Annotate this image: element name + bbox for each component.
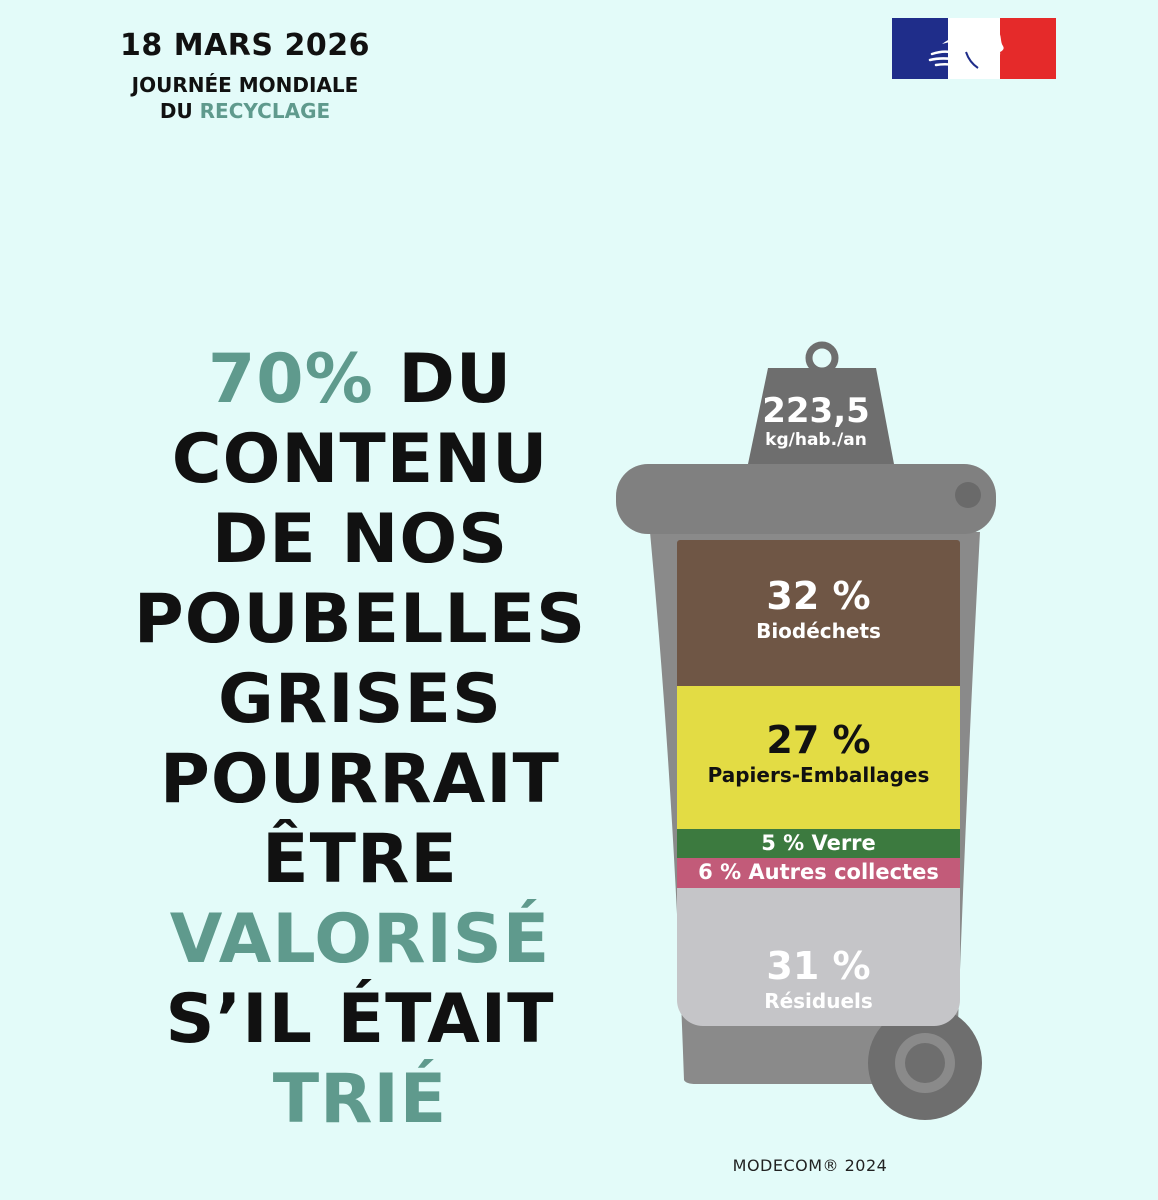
headline-line-6: POURRAIT <box>160 740 560 819</box>
bin-lid <box>616 464 996 534</box>
segment-residuels: 31 % Résiduels <box>677 888 960 1026</box>
event-title-line1: JOURNÉE MONDIALE <box>131 73 359 97</box>
headline-line-8: VALORISÉ <box>169 900 551 979</box>
headline-line-3: DE NOS <box>211 500 509 579</box>
marianne-profile-icon <box>928 22 1004 76</box>
headline-line-4: POUBELLES <box>133 580 587 659</box>
segment-residuels-label: Résiduels <box>764 989 873 1013</box>
event-header: 18 MARS 2026 JOURNÉE MONDIALE DU RECYCLA… <box>100 28 390 124</box>
headline-line-7: ÊTRE <box>262 820 458 899</box>
segment-verre: 5 % Verre <box>677 829 960 858</box>
republique-francaise-logo <box>892 18 1056 79</box>
headline-line-9: S’IL ÉTAIT <box>165 980 555 1059</box>
segment-papiers-label: Papiers-Emballages <box>707 763 930 787</box>
headline-line-2: CONTENU <box>171 420 549 499</box>
weight-label: 223,5 kg/hab./an <box>746 392 886 450</box>
lid-hinge <box>955 482 981 508</box>
segment-biodechets-label: Biodéchets <box>756 619 881 643</box>
headline-line-10: TRIÉ <box>272 1060 448 1139</box>
event-title-line2: DU RECYCLAGE <box>100 98 390 124</box>
trash-bin-illustration: 223,5 kg/hab./an 32 % Biodéchets 27 % Pa… <box>600 340 1020 1150</box>
weight-value: 223,5 <box>762 391 870 431</box>
weight-shape-icon <box>748 368 894 464</box>
event-date: 18 MARS 2026 <box>120 28 370 63</box>
segment-papiers-pct: 27 % <box>766 718 871 762</box>
segment-autres-collectes: 6 % Autres collectes <box>677 858 960 888</box>
segment-residuels-pct: 31 % <box>766 944 871 988</box>
main-headline: 70% DU CONTENU DE NOS POUBELLES GRISES P… <box>110 340 610 1140</box>
event-title: JOURNÉE MONDIALE DU RECYCLAGE <box>100 72 390 124</box>
weight-unit: kg/hab./an <box>765 430 867 450</box>
weight-ring <box>805 341 839 375</box>
source-credit: MODECOM® 2024 <box>732 1156 888 1175</box>
event-title-prefix: DU <box>159 99 200 123</box>
segment-biodechets-pct: 32 % <box>766 574 871 618</box>
headline-line-1: 70% DU <box>207 340 513 419</box>
headline-line-5: GRISES <box>218 660 502 739</box>
headline-percent: 70% <box>207 340 374 419</box>
segment-papiers-emballages: 27 % Papiers-Emballages <box>677 686 960 829</box>
segment-biodechets: 32 % Biodéchets <box>677 540 960 686</box>
event-title-accent: RECYCLAGE <box>199 99 331 123</box>
